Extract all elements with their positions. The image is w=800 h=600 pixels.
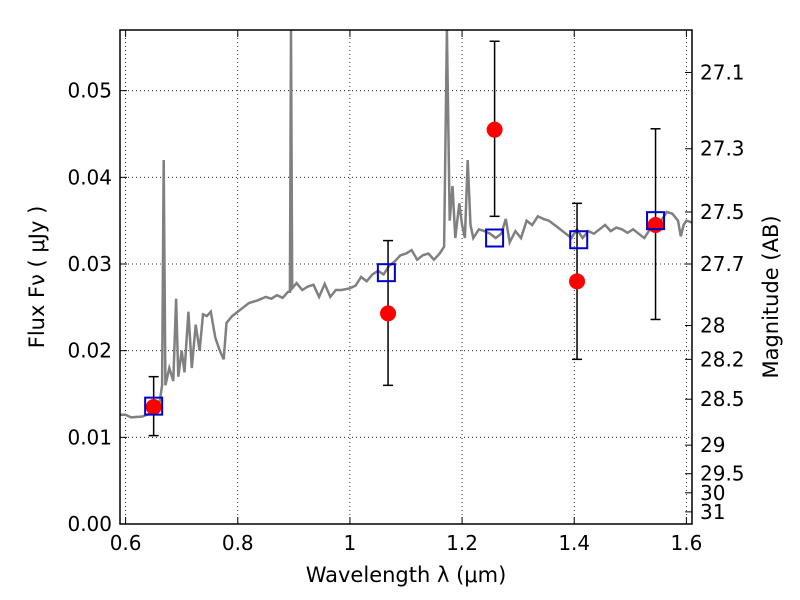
x-tick-label: 0.6 [110, 531, 142, 555]
x-tick-label: 1.4 [558, 531, 590, 555]
model-photometry-points [144, 211, 666, 416]
model-photometry-square [485, 228, 505, 248]
y2-tick-label: 29 [700, 433, 725, 457]
observed-point [145, 399, 162, 415]
spectrum-line [120, 30, 692, 419]
y2-tick-label: 29.5 [700, 462, 745, 486]
y-tick-label: 0.01 [67, 425, 112, 449]
x-tick-label: 1.2 [446, 531, 478, 555]
observed-point [380, 305, 397, 322]
x-tick-label: 1.6 [670, 531, 702, 555]
x-tick-label: 1 [344, 531, 357, 555]
y2-tick-label: 30 [700, 481, 725, 505]
model-photometry-square [646, 211, 666, 231]
observed-points [145, 121, 664, 415]
x-tick-labels: 0.6 0.8 1 1.2 1.4 1.6 [110, 531, 703, 555]
y-tick-label: 0.02 [67, 339, 112, 363]
y2-tick-label: 27.1 [700, 60, 745, 84]
observed-point [486, 121, 503, 138]
y2-tick-label: 27.7 [700, 252, 745, 276]
x-axis-label: Wavelength λ (μm) [306, 563, 507, 587]
model-photometry-square [376, 263, 396, 283]
observed-point [569, 273, 586, 290]
y-tick-label: 0.04 [67, 165, 112, 189]
plot-frame [119, 29, 693, 525]
y2-tick-label: 28.2 [700, 347, 745, 371]
model-photometry-square [144, 396, 164, 416]
model-photometry-square [569, 230, 589, 250]
observed-point [647, 217, 664, 233]
y2-tick-label: 28 [700, 314, 725, 338]
grid-lines [120, 30, 692, 525]
y2-axis-label: Magnitude (AB) [759, 215, 783, 378]
x-tick-label: 0.8 [222, 531, 254, 555]
axis-ticks [120, 30, 692, 525]
y-tick-label: 0.00 [67, 512, 112, 536]
y2-tick-label: 27.5 [700, 200, 745, 224]
y-tick-label: 0.05 [67, 79, 112, 103]
y-tick-label: 0.03 [67, 252, 112, 276]
y-axis-label: Flux Fν ( μJy ) [25, 206, 49, 349]
y2-tick-label: 28.5 [700, 387, 745, 411]
model-spectrum [120, 30, 692, 419]
y-tick-labels: 0.00 0.01 0.02 0.03 0.04 0.05 [67, 79, 112, 536]
y2-tick-label: 31 [700, 500, 725, 524]
y2-tick-label: 27.3 [700, 137, 745, 161]
